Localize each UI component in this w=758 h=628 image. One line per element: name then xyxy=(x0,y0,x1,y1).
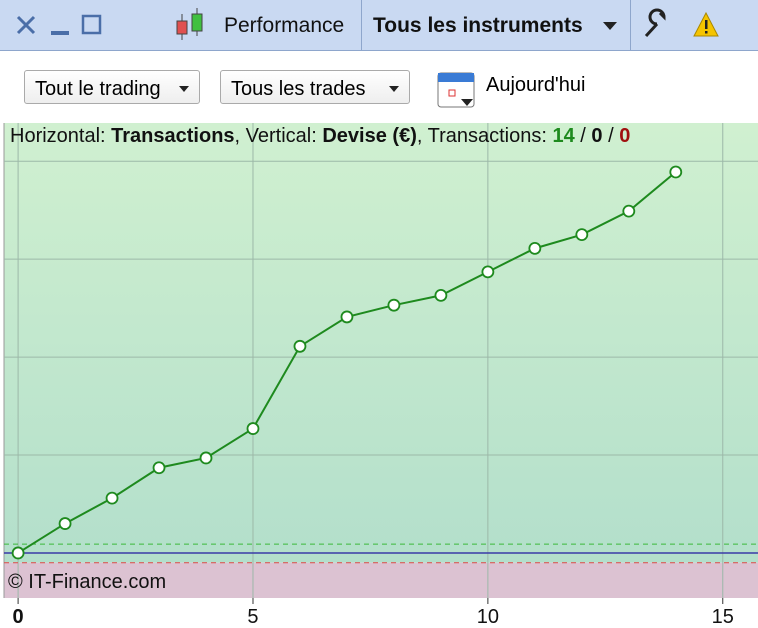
calendar-icon[interactable] xyxy=(435,68,479,112)
chart-info: Horizontal: Transactions, Vertical: Devi… xyxy=(10,125,630,148)
x-tick-label: 0 xyxy=(13,606,24,628)
filter-button[interactable]: Tous les trades xyxy=(220,70,410,104)
data-point xyxy=(528,241,542,255)
value: Transactions xyxy=(111,125,235,147)
separator: / xyxy=(574,125,592,147)
dropdown-arrow[interactable] xyxy=(600,0,620,50)
x-tick-label: 5 xyxy=(247,606,258,628)
data-point xyxy=(434,288,448,302)
data-point xyxy=(340,310,354,324)
data-point xyxy=(481,265,495,279)
close-icon[interactable] xyxy=(16,15,36,35)
data-point xyxy=(575,228,589,242)
x-axis-bg xyxy=(0,598,758,628)
filter-button[interactable]: Tout le trading xyxy=(24,70,200,104)
label: Horizontal: xyxy=(10,125,112,147)
label: , Transactions: xyxy=(416,125,553,147)
warning-icon[interactable] xyxy=(692,0,722,50)
data-point xyxy=(199,451,213,465)
data-point xyxy=(669,165,683,179)
data-point xyxy=(152,461,166,475)
wrench-icon[interactable] xyxy=(641,0,671,50)
title-bar: Performance Tous les instruments xyxy=(0,0,758,51)
data-point xyxy=(246,422,260,435)
data-point xyxy=(58,517,72,530)
data-point xyxy=(622,204,636,218)
x-tick-label: 10 xyxy=(477,606,499,628)
separator: / xyxy=(602,125,620,147)
count: 14 xyxy=(552,125,575,147)
maximize-icon[interactable] xyxy=(81,14,102,35)
data-point xyxy=(11,546,25,560)
data-point xyxy=(387,298,401,312)
data-point xyxy=(105,491,119,505)
separator xyxy=(630,0,631,50)
candle-icon xyxy=(176,8,203,40)
negative-zone xyxy=(4,562,758,598)
window-controls xyxy=(16,14,102,35)
positive-zone xyxy=(4,123,758,563)
label: , Vertical: xyxy=(234,125,323,147)
credit: © IT-Finance.com xyxy=(8,571,166,593)
x-tick-label: 15 xyxy=(712,606,734,628)
tab[interactable]: Tous les instruments xyxy=(373,14,583,37)
count: 0 xyxy=(619,125,631,147)
separator xyxy=(361,0,362,50)
chart: © IT-Finance.com 0 5 10 15 xyxy=(0,123,758,628)
count: 0 xyxy=(591,125,603,147)
data-point xyxy=(293,339,307,353)
tab[interactable]: Performance xyxy=(224,14,345,37)
date-label[interactable]: Aujourd'hui xyxy=(486,74,586,96)
value: Devise (€) xyxy=(322,125,417,147)
